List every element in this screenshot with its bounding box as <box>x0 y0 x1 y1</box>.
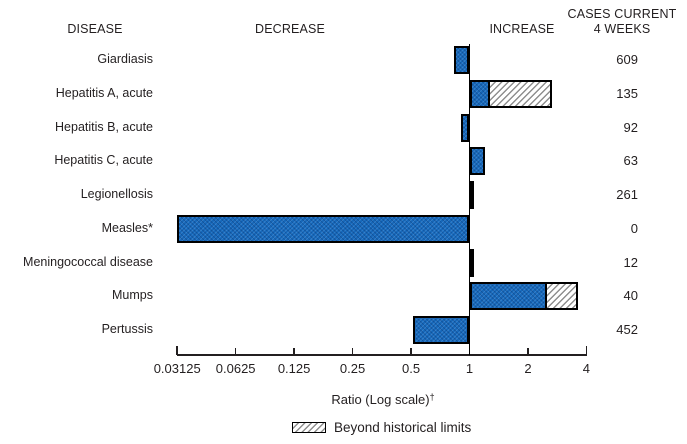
column-header-disease: DISEASE <box>67 22 123 36</box>
column-header-cases-line2: 4 WEEKS <box>593 22 651 36</box>
beyond-historical-bar <box>545 282 578 311</box>
legend: Beyond historical limits <box>292 420 471 435</box>
legend-label: Beyond historical limits <box>334 420 472 435</box>
x-axis-label-text: Ratio (Log scale) <box>331 392 430 407</box>
cases-value: 0 <box>630 220 638 236</box>
disease-label: Measles* <box>101 220 153 235</box>
axis-tick-label: 2 <box>524 361 532 376</box>
beyond-historical-limits-swatch <box>292 422 326 433</box>
axis-tick <box>293 347 295 355</box>
cases-value: 12 <box>623 254 638 270</box>
ratio-bar <box>453 46 470 74</box>
ratio-bar <box>177 214 470 243</box>
x-axis-label: Ratio (Log scale)† <box>331 392 434 407</box>
cases-value: 92 <box>623 119 638 135</box>
ratio-bar <box>460 113 470 142</box>
cases-value: 63 <box>623 153 638 169</box>
axis-tick <box>410 347 412 355</box>
axis-tick-label: 0.25 <box>339 361 366 376</box>
dagger-footnote-mark: † <box>429 392 435 402</box>
x-axis-line <box>176 354 588 356</box>
ratio-bar <box>469 79 491 108</box>
ratio-1-baseline <box>468 44 471 355</box>
disease-label: Legionellosis <box>80 187 153 201</box>
column-header-cases-line1: CASES CURRENT <box>567 7 677 21</box>
cases-value: 609 <box>616 52 638 67</box>
disease-label: Hepatitis A, acute <box>55 85 153 100</box>
disease-label: Hepatitis C, acute <box>54 153 153 168</box>
axis-tick-label: 0.5 <box>401 361 421 376</box>
column-header-increase: INCREASE <box>489 22 555 36</box>
disease-label: Giardiasis <box>97 52 153 66</box>
disease-label: Mumps <box>112 288 153 303</box>
axis-tick-label: 4 <box>582 361 591 376</box>
disease-label: Pertussis <box>101 322 153 336</box>
axis-tick <box>585 345 588 355</box>
ratio-bar <box>412 316 470 344</box>
axis-tick <box>176 345 178 355</box>
cases-value: 135 <box>616 85 638 101</box>
beyond-historical-bar <box>488 79 553 108</box>
axis-tick-label: 0.0625 <box>215 361 256 376</box>
ratio-bar <box>469 147 485 176</box>
axis-tick-label: 1 <box>465 361 474 376</box>
cases-value: 40 <box>623 288 638 304</box>
cases-value: 452 <box>616 322 638 337</box>
axis-tick <box>351 347 354 355</box>
disease-label: Hepatitis B, acute <box>55 119 153 134</box>
disease-label: Meningococcal disease <box>23 254 153 269</box>
ratio-bar <box>469 282 548 311</box>
axis-tick <box>527 347 529 355</box>
axis-tick <box>234 347 237 355</box>
axis-tick-label: 0.125 <box>277 361 311 376</box>
axis-tick-label: 0.03125 <box>153 361 201 376</box>
column-header-decrease: DECREASE <box>255 22 325 36</box>
ratio-bar <box>469 248 474 277</box>
cases-value: 261 <box>616 187 638 202</box>
ratio-bar <box>469 181 474 209</box>
